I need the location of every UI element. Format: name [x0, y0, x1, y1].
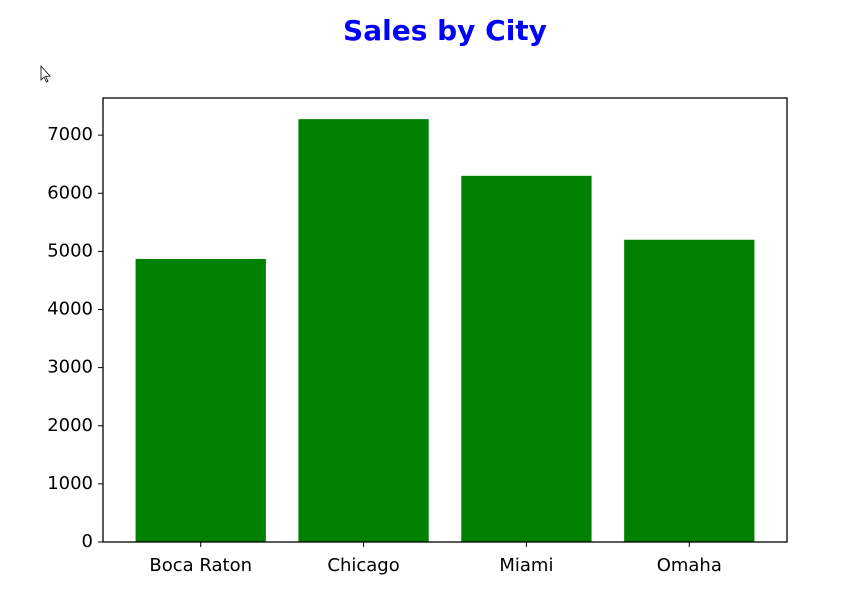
- x-tick-label: Omaha: [657, 555, 722, 576]
- bar: [624, 239, 755, 543]
- bar: [135, 258, 266, 542]
- mouse-cursor: [40, 64, 51, 83]
- x-tick-label: Boca Raton: [149, 555, 252, 576]
- y-tick-label: 3000: [47, 357, 93, 378]
- y-tick-label: 6000: [47, 182, 93, 203]
- y-tick-label: 4000: [47, 299, 93, 320]
- chart-title: Sales by City: [343, 14, 547, 47]
- x-tick-label: Miami: [499, 555, 553, 576]
- bar: [461, 175, 592, 542]
- plot-area: 0 1000 2000 3000 4000 5000 6000 7000 Boca Raton C…: [47, 119, 755, 576]
- bar: [298, 119, 429, 543]
- y-tick-label: 2000: [47, 415, 93, 436]
- y-tick-label: 0: [82, 531, 93, 552]
- y-tick-label: 7000: [47, 124, 93, 145]
- y-tick-label: 1000: [47, 473, 93, 494]
- y-tick-label: 5000: [47, 240, 93, 261]
- x-tick-label: Chicago: [327, 555, 399, 576]
- axes-frame: [102, 97, 788, 543]
